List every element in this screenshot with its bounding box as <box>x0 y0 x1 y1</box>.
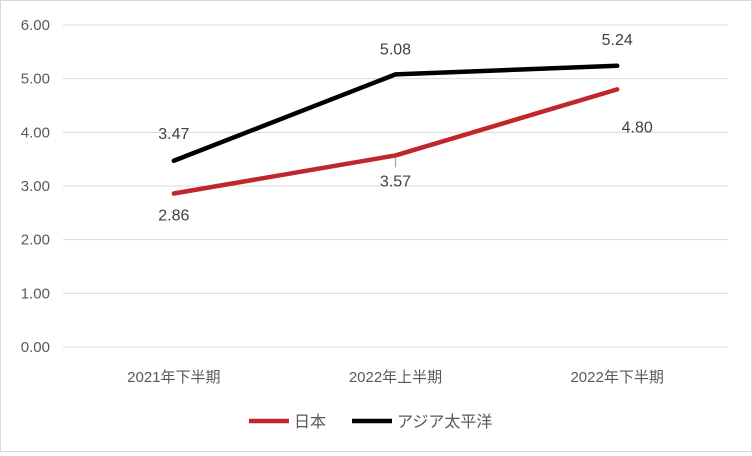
x-tick-label: 2021年下半期 <box>127 369 220 386</box>
legend-label: アジア太平洋 <box>397 413 492 431</box>
data-label: 4.80 <box>622 119 653 136</box>
y-axis-tick-labels: 0.00 1.00 2.00 3.00 4.00 5.00 6.00 <box>21 17 50 356</box>
x-tick-label: 2022年下半期 <box>570 369 663 386</box>
y-tick-label: 3.00 <box>21 178 50 195</box>
series-line <box>171 87 620 196</box>
y-tick-label: 4.00 <box>21 124 50 141</box>
data-label: 5.08 <box>380 41 411 58</box>
data-label: 3.57 <box>380 173 411 190</box>
y-tick-label: 6.00 <box>21 17 50 34</box>
x-tick-label: 2022年上半期 <box>349 369 442 386</box>
data-label: 2.86 <box>158 208 189 225</box>
legend: 日本 アジア太平洋 <box>249 413 492 431</box>
series-lines <box>171 63 620 196</box>
data-label: 5.24 <box>602 32 633 49</box>
gridlines <box>63 24 728 348</box>
series-line <box>171 63 620 164</box>
y-tick-label: 2.00 <box>21 232 50 249</box>
legend-label: 日本 <box>294 413 326 431</box>
y-tick-label: 5.00 <box>21 71 50 88</box>
data-label: 3.47 <box>158 126 189 143</box>
y-tick-label: 0.00 <box>21 339 50 356</box>
data-labels: 2.86 3.57 4.80 3.47 5.08 5.24 <box>158 32 653 225</box>
y-tick-label: 1.00 <box>21 285 50 302</box>
x-axis-tick-labels: 2021年下半期 2022年上半期 2022年下半期 <box>127 369 664 386</box>
